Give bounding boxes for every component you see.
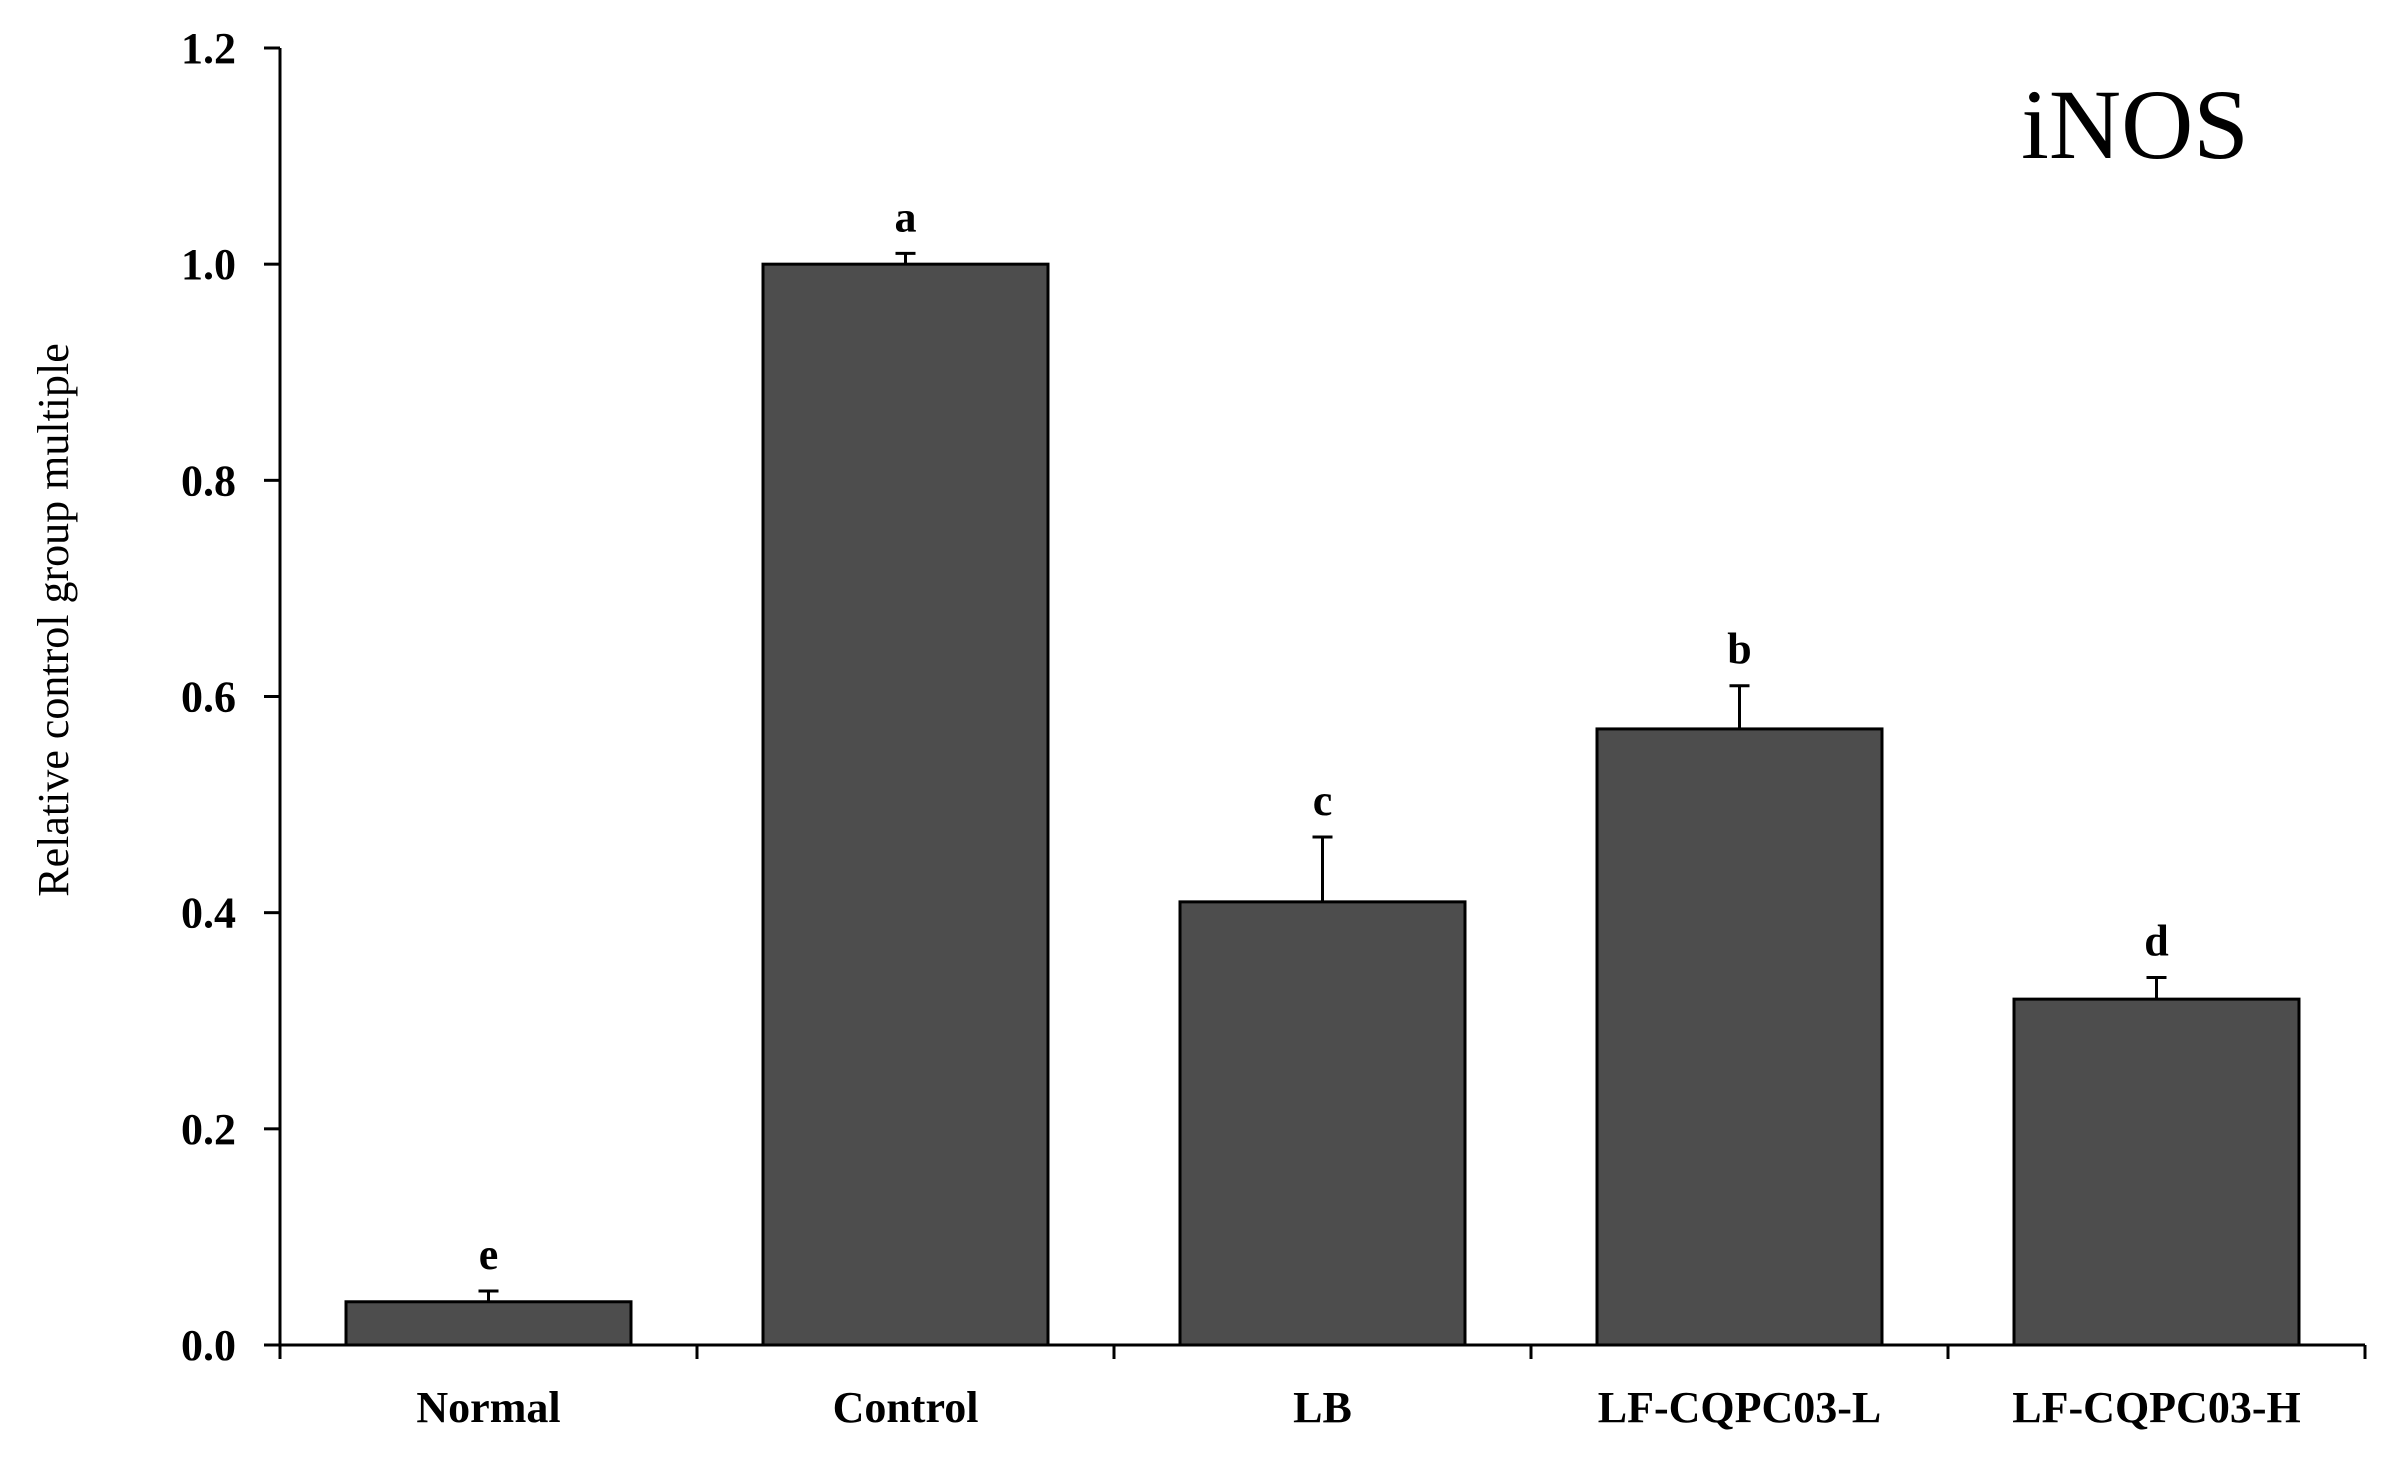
y-tick-label: 0.2 <box>181 1105 236 1154</box>
y-axis-label: Relative control group multiple <box>29 343 78 897</box>
x-tick-label: LF-CQPC03-H <box>2012 1383 2300 1432</box>
y-tick-label: 0.0 <box>181 1321 236 1370</box>
bar-lf-cqpc03-h <box>2012 997 2301 1347</box>
significance-label: c <box>1313 776 1333 825</box>
significance-label: a <box>895 192 917 241</box>
bar-lb <box>1178 900 1467 1347</box>
y-tick-label: 0.8 <box>181 456 236 505</box>
bar-control <box>761 262 1050 1347</box>
bar-lf-cqpc03-l <box>1595 727 1884 1347</box>
axes: 0.0 0.2 0.4 0.6 0.8 1.0 1.2 Normal Control LB LF-C… <box>181 24 2367 1432</box>
significance-label: e <box>479 1230 499 1279</box>
y-tick-label: 1.0 <box>181 240 236 289</box>
x-tick-label: Normal <box>416 1383 560 1432</box>
y-tick-label: 0.4 <box>181 889 236 938</box>
y-tick-label: 1.2 <box>181 24 236 73</box>
y-tick-label: 0.6 <box>181 673 236 722</box>
x-tick-label: LB <box>1293 1383 1352 1432</box>
x-tick-label: LF-CQPC03-L <box>1598 1383 1882 1432</box>
chart-title: iNOS <box>2021 69 2249 180</box>
x-tick-label: Control <box>833 1383 979 1432</box>
significance-label: b <box>1727 625 1751 674</box>
bars: e a c b d <box>344 192 2301 1347</box>
significance-label: d <box>2144 917 2168 966</box>
bar-normal <box>344 1300 633 1347</box>
